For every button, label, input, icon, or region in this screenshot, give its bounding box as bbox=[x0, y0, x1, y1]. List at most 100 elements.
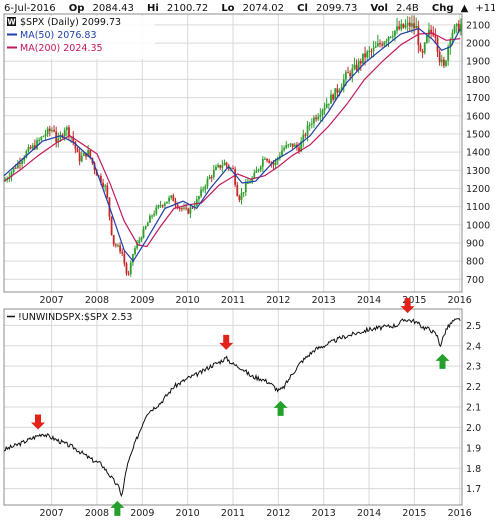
candle-body bbox=[144, 226, 147, 229]
candle-body bbox=[298, 147, 300, 152]
candle-body bbox=[149, 216, 151, 223]
candle-body bbox=[351, 68, 354, 77]
candle-body bbox=[10, 172, 13, 178]
y-tick-label: 2.4 bbox=[466, 341, 481, 352]
quote-date: 6-Jul-2016 bbox=[4, 3, 56, 14]
candle-body bbox=[114, 244, 117, 246]
candle-body bbox=[123, 253, 126, 264]
candle-body bbox=[285, 145, 288, 148]
candle-body bbox=[319, 114, 322, 117]
volume-label: Vol bbox=[370, 3, 388, 14]
candle-body bbox=[53, 130, 55, 132]
candle-body bbox=[221, 165, 224, 168]
candle-body bbox=[166, 201, 168, 204]
candle-body bbox=[355, 64, 358, 71]
candle-body bbox=[374, 46, 377, 48]
candle-body bbox=[57, 138, 60, 143]
candle-body bbox=[51, 130, 53, 132]
y-tick-label: 1.9 bbox=[466, 443, 481, 454]
candle-body bbox=[223, 162, 226, 166]
candle-body bbox=[168, 197, 170, 202]
ma50-line bbox=[3, 27, 461, 263]
candle-body bbox=[247, 182, 249, 184]
candle-body bbox=[38, 139, 41, 141]
candle-body bbox=[327, 103, 330, 105]
candle-body bbox=[253, 172, 256, 178]
ma200-line bbox=[3, 32, 461, 248]
candle-body bbox=[447, 46, 450, 61]
candle-body bbox=[12, 167, 15, 173]
candle-body bbox=[364, 53, 366, 58]
legend-background bbox=[5, 16, 155, 59]
candle-body bbox=[127, 273, 130, 275]
candle-body bbox=[129, 262, 132, 275]
legend-label: MA(200) 2024.35 bbox=[20, 43, 103, 54]
x-tick-label: 2015 bbox=[402, 295, 426, 306]
candle-body bbox=[225, 162, 228, 166]
candle-body bbox=[423, 42, 426, 53]
candle-body bbox=[376, 43, 379, 47]
candle-body bbox=[106, 185, 109, 198]
x-tick-label: 2011 bbox=[221, 508, 245, 519]
candle-body bbox=[415, 26, 418, 29]
candle-body bbox=[36, 140, 38, 149]
candle-body bbox=[155, 207, 158, 214]
candle-body bbox=[272, 162, 275, 165]
candle-body bbox=[325, 103, 328, 108]
x-tick-label: 2016 bbox=[448, 295, 472, 306]
candle-body bbox=[455, 23, 458, 27]
candle-body bbox=[85, 152, 87, 157]
candle-body bbox=[183, 207, 185, 209]
candle-body bbox=[308, 124, 311, 126]
x-tick-label: 2016 bbox=[448, 508, 472, 519]
candle-body bbox=[140, 237, 143, 241]
candle-body bbox=[157, 205, 160, 208]
y-tick-label: 1300 bbox=[466, 166, 490, 177]
y-tick-label: 2000 bbox=[466, 39, 490, 50]
y-tick-label: 1000 bbox=[466, 220, 490, 231]
candle-body bbox=[212, 169, 215, 178]
y-tick-label: 2.2 bbox=[466, 382, 481, 393]
candle-body bbox=[138, 240, 141, 244]
open-value: 2084.43 bbox=[93, 3, 134, 14]
candle-body bbox=[44, 134, 47, 136]
candle-body bbox=[82, 152, 85, 156]
candle-body bbox=[332, 94, 335, 100]
candle-body bbox=[255, 170, 258, 173]
candle-body bbox=[268, 160, 271, 163]
candle-body bbox=[404, 25, 407, 28]
candle-body bbox=[178, 208, 181, 210]
y-tick-label: 2.3 bbox=[466, 362, 481, 373]
candle-body bbox=[264, 158, 266, 160]
candle-body bbox=[406, 22, 409, 26]
candle-body bbox=[76, 148, 79, 153]
candle-body bbox=[366, 51, 369, 58]
candle-body bbox=[400, 23, 403, 30]
candle-body bbox=[125, 263, 128, 274]
candle-body bbox=[385, 41, 388, 43]
candle-body bbox=[163, 203, 166, 206]
y-tick-label: 800 bbox=[466, 257, 484, 268]
x-tick-label: 2014 bbox=[357, 508, 381, 519]
candle-body bbox=[449, 39, 452, 47]
candle-body bbox=[244, 183, 247, 193]
candle-body bbox=[283, 147, 286, 151]
candle-body bbox=[425, 35, 428, 43]
candle-body bbox=[170, 195, 173, 198]
candle-body bbox=[46, 128, 49, 135]
candle-body bbox=[193, 205, 196, 208]
candle-body bbox=[421, 51, 424, 53]
x-tick-label: 2014 bbox=[357, 295, 381, 306]
candle-body bbox=[153, 213, 156, 216]
candle-body bbox=[151, 215, 153, 217]
candle-body bbox=[353, 64, 356, 69]
x-tick-label: 2009 bbox=[130, 295, 154, 306]
candle-body bbox=[48, 128, 51, 131]
candle-body bbox=[310, 123, 313, 125]
candle-body bbox=[238, 196, 241, 201]
low-value: 2074.02 bbox=[243, 3, 284, 14]
candle-body bbox=[330, 94, 332, 104]
candle-body bbox=[438, 51, 441, 63]
candle-body bbox=[27, 147, 30, 152]
candle-body bbox=[257, 169, 260, 171]
